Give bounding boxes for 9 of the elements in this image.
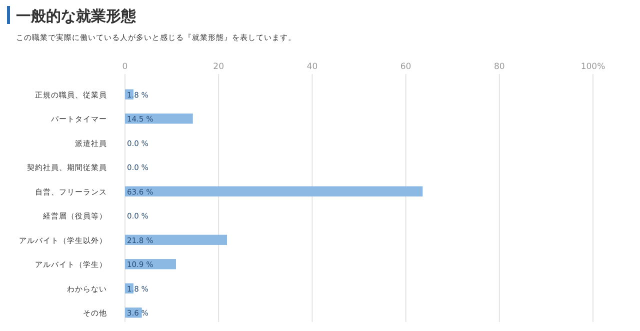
bar [125, 186, 423, 196]
x-tick-label: 100% [580, 62, 606, 72]
chart-title: 一般的な就業形態 [16, 7, 137, 25]
x-tick-label: 0 [122, 62, 128, 72]
x-tick-label: 20 [213, 62, 224, 72]
x-tick-label: 40 [306, 62, 318, 72]
x-tick-label: 60 [400, 62, 412, 72]
x-tick-label: 80 [494, 62, 505, 72]
bar [125, 234, 228, 245]
